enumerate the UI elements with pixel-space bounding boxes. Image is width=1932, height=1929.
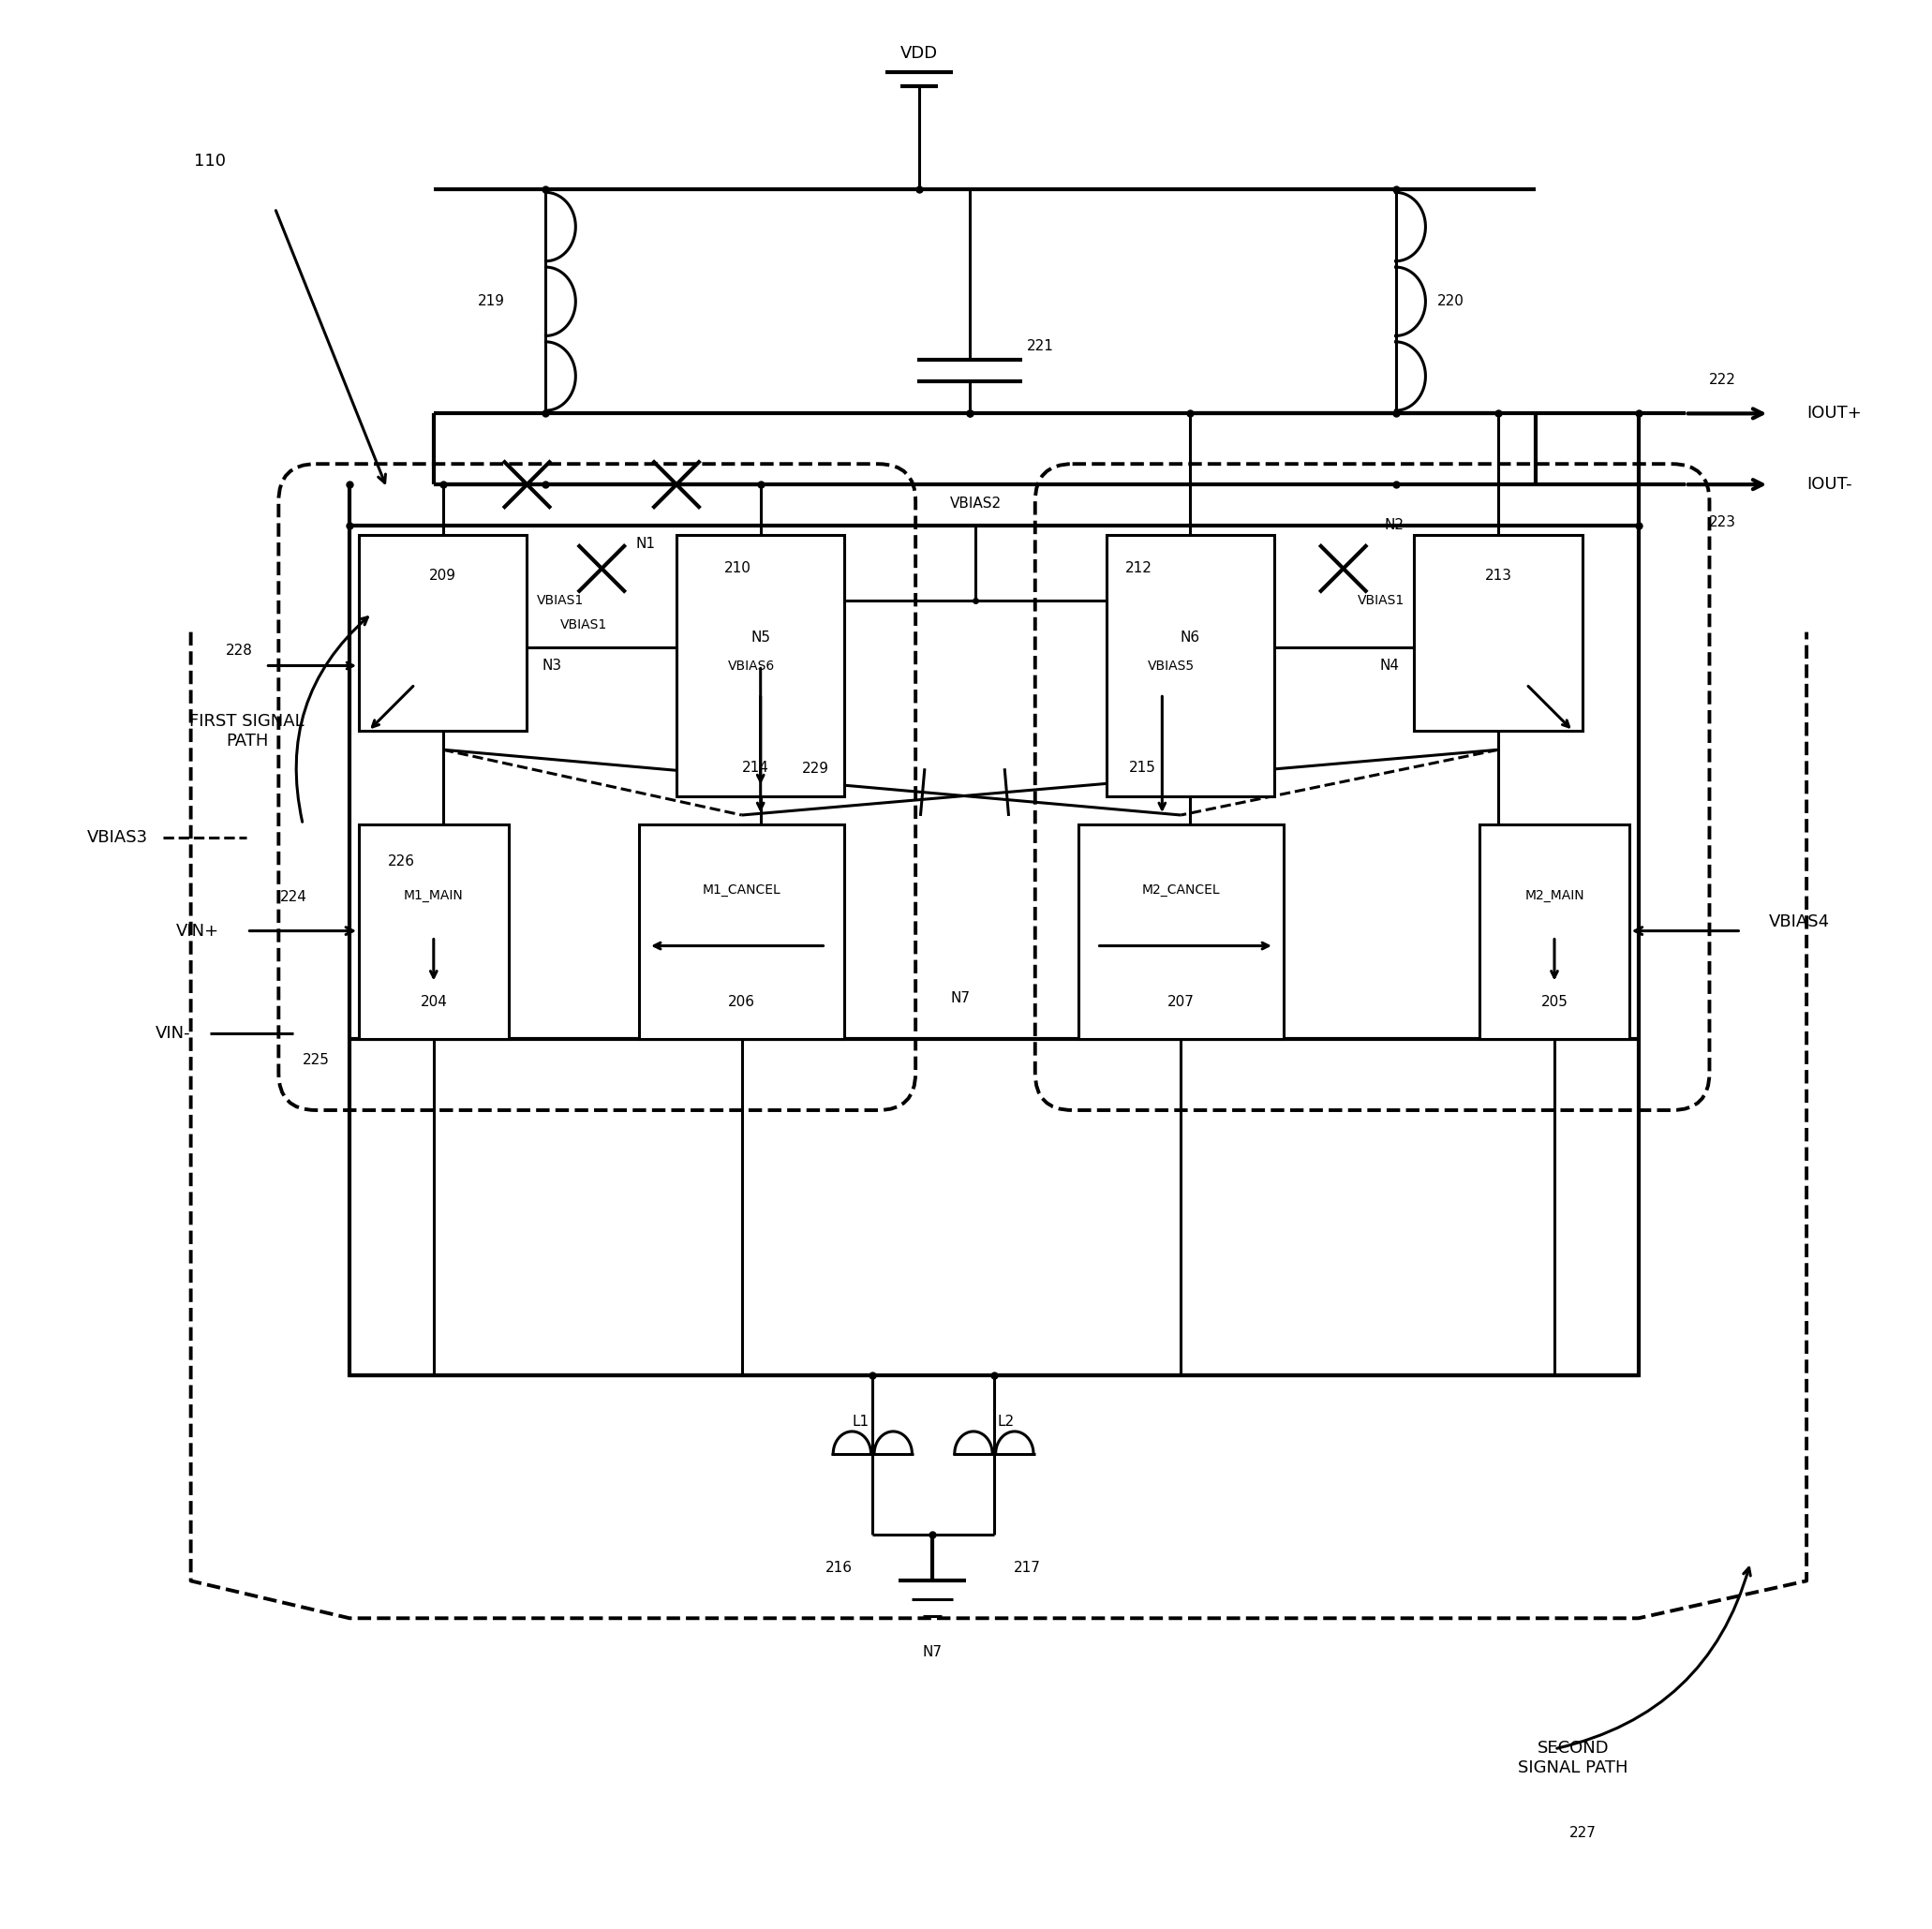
Text: 110: 110 xyxy=(193,152,226,170)
Text: 220: 220 xyxy=(1437,295,1464,309)
Text: VBIAS2: VBIAS2 xyxy=(949,496,1001,509)
Text: 226: 226 xyxy=(388,855,415,868)
Text: 217: 217 xyxy=(1014,1561,1041,1574)
Text: 213: 213 xyxy=(1486,569,1513,583)
Text: VIN-: VIN- xyxy=(156,1024,191,1042)
Text: 224: 224 xyxy=(280,891,307,905)
Text: VBIAS6: VBIAS6 xyxy=(728,660,775,671)
Text: N3: N3 xyxy=(543,658,562,673)
Text: FIRST SIGNAL
PATH: FIRST SIGNAL PATH xyxy=(189,714,303,748)
Text: N4: N4 xyxy=(1379,658,1399,673)
Text: N7: N7 xyxy=(951,992,970,1005)
Bar xyxy=(1107,534,1275,797)
Text: 227: 227 xyxy=(1569,1827,1596,1840)
Bar xyxy=(350,525,1638,1375)
Text: 215: 215 xyxy=(1128,760,1155,774)
Text: M1_MAIN: M1_MAIN xyxy=(404,889,464,903)
Text: 222: 222 xyxy=(1710,372,1737,388)
Text: VBIAS1: VBIAS1 xyxy=(560,617,609,631)
Text: VBIAS1: VBIAS1 xyxy=(537,594,583,608)
Text: VBIAS3: VBIAS3 xyxy=(87,829,149,847)
Text: 205: 205 xyxy=(1542,995,1569,1009)
Text: N5: N5 xyxy=(752,631,771,644)
Bar xyxy=(1414,534,1582,731)
Text: L1: L1 xyxy=(852,1416,869,1429)
Text: VIN+: VIN+ xyxy=(176,922,218,939)
Text: 223: 223 xyxy=(1710,515,1737,529)
Text: N6: N6 xyxy=(1180,631,1200,644)
Text: 219: 219 xyxy=(477,295,504,309)
Text: VDD: VDD xyxy=(900,44,939,62)
Text: IOUT+: IOUT+ xyxy=(1806,405,1862,422)
Text: N1: N1 xyxy=(636,538,655,552)
Bar xyxy=(359,534,527,731)
Text: 212: 212 xyxy=(1124,561,1151,575)
Text: VBIAS5: VBIAS5 xyxy=(1148,660,1196,671)
Text: L2: L2 xyxy=(997,1416,1014,1429)
Text: M1_CANCEL: M1_CANCEL xyxy=(703,883,781,897)
Bar xyxy=(639,824,844,1040)
Text: M2_CANCEL: M2_CANCEL xyxy=(1142,883,1219,897)
Bar xyxy=(1078,824,1283,1040)
Text: 207: 207 xyxy=(1167,995,1194,1009)
Text: M2_MAIN: M2_MAIN xyxy=(1524,889,1584,903)
Text: 229: 229 xyxy=(802,762,829,775)
Text: 225: 225 xyxy=(303,1053,330,1067)
Text: IOUT-: IOUT- xyxy=(1806,476,1853,494)
Text: VBIAS4: VBIAS4 xyxy=(1770,912,1830,930)
Text: VBIAS1: VBIAS1 xyxy=(1358,594,1405,608)
Text: 228: 228 xyxy=(226,644,253,658)
Text: N7: N7 xyxy=(923,1645,943,1659)
Bar xyxy=(1480,824,1629,1040)
Text: 206: 206 xyxy=(728,995,755,1009)
Bar xyxy=(359,824,508,1040)
Text: SECOND
SIGNAL PATH: SECOND SIGNAL PATH xyxy=(1519,1740,1629,1777)
Text: 204: 204 xyxy=(419,995,446,1009)
Text: 216: 216 xyxy=(825,1561,852,1574)
Text: 209: 209 xyxy=(429,569,456,583)
Text: 210: 210 xyxy=(724,561,752,575)
Text: 214: 214 xyxy=(742,760,769,774)
Bar xyxy=(676,534,844,797)
Text: 221: 221 xyxy=(1028,340,1055,353)
Text: N2: N2 xyxy=(1385,519,1405,532)
